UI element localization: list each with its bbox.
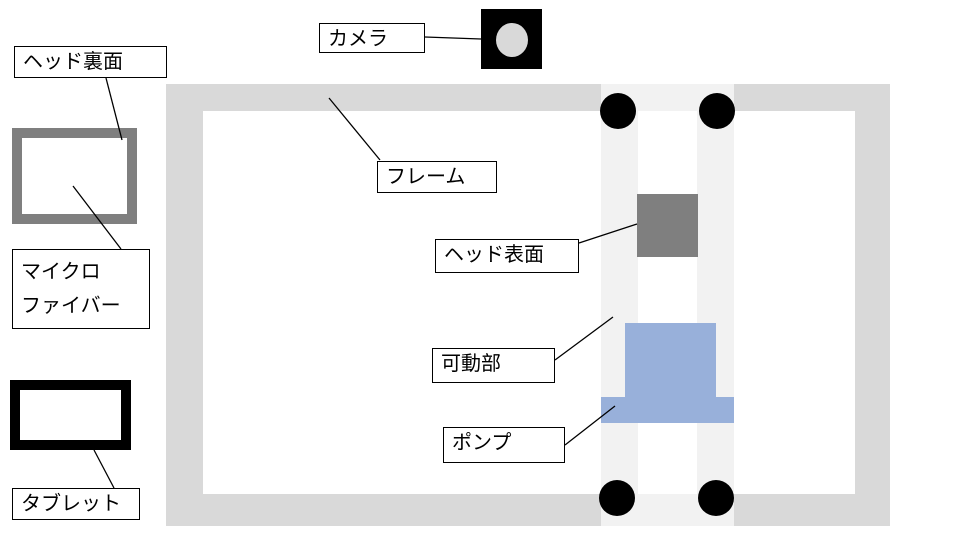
leader-camera — [424, 36, 482, 40]
camera-lens — [496, 23, 528, 57]
label-camera: カメラ — [319, 23, 425, 53]
wheel-bottom-left — [599, 480, 635, 516]
head-front — [637, 194, 698, 257]
label-frame: フレーム — [377, 161, 497, 193]
leader-tablet — [93, 449, 115, 489]
tablet — [10, 380, 131, 450]
leader-movable-part — [554, 316, 614, 361]
wheel-top-left — [600, 93, 636, 129]
label-pump: ポンプ — [443, 427, 565, 463]
label-tablet: タブレット — [12, 488, 140, 520]
label-movable-part: 可動部 — [432, 348, 555, 383]
wheel-top-right — [699, 93, 735, 129]
leader-pump — [564, 405, 616, 446]
leader-frame — [328, 97, 381, 161]
label-head-front: ヘッド表面 — [435, 239, 579, 273]
leader-microfiber — [72, 185, 122, 250]
label-microfiber: マイクロ ファイバー — [12, 249, 150, 329]
leader-head-front — [578, 223, 638, 244]
label-microfiber-line1: マイクロ — [21, 259, 101, 283]
label-head-back: ヘッド裏面 — [14, 46, 167, 78]
label-microfiber-line2: ファイバー — [21, 293, 121, 317]
rail-right — [697, 84, 734, 526]
camera — [481, 9, 542, 69]
head-back — [12, 128, 137, 224]
pump — [601, 323, 734, 423]
frame — [166, 84, 890, 526]
wheel-bottom-right — [698, 480, 734, 516]
leader-head-back — [105, 77, 123, 141]
rail-left — [601, 84, 638, 526]
